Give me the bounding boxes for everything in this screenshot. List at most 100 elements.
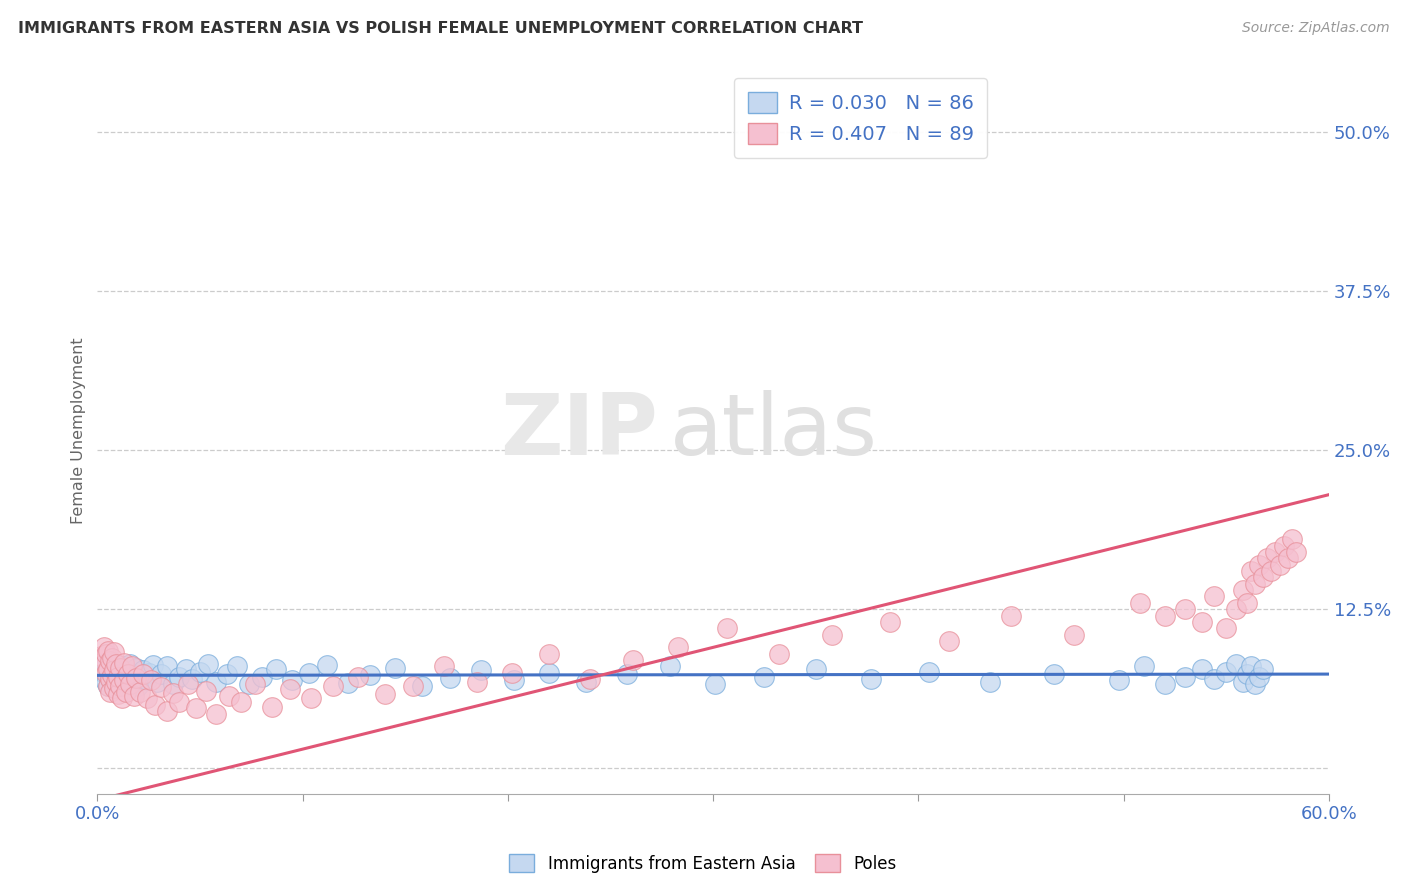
Text: Source: ZipAtlas.com: Source: ZipAtlas.com: [1241, 21, 1389, 36]
Point: [1063, 627, 1085, 641]
Point: [107, 668, 129, 682]
Point: [94, 665, 117, 680]
Point: [104, 657, 127, 671]
Point: [135, 691, 157, 706]
Point: [1240, 659, 1263, 673]
Point: [103, 663, 125, 677]
Point: [616, 667, 638, 681]
Point: [104, 665, 127, 680]
Point: [537, 647, 560, 661]
Point: [103, 680, 125, 694]
Point: [1240, 564, 1263, 578]
Point: [1153, 677, 1175, 691]
Point: [129, 671, 152, 685]
Point: [278, 682, 301, 697]
Point: [1256, 551, 1278, 566]
Point: [176, 677, 198, 691]
Point: [433, 659, 456, 673]
Legend: R = 0.030   N = 86, R = 0.407   N = 89: R = 0.030 N = 86, R = 0.407 N = 89: [734, 78, 987, 158]
Point: [1232, 674, 1254, 689]
Point: [1225, 602, 1247, 616]
Point: [716, 621, 738, 635]
Point: [98, 685, 121, 699]
Point: [131, 663, 153, 677]
Point: [94, 657, 117, 671]
Point: [111, 670, 134, 684]
Point: [658, 659, 681, 673]
Point: [879, 615, 901, 629]
Point: [917, 665, 939, 679]
Point: [107, 670, 129, 684]
Point: [103, 645, 125, 659]
Point: [1133, 659, 1156, 673]
Point: [125, 671, 148, 685]
Point: [184, 701, 207, 715]
Point: [156, 659, 179, 673]
Point: [215, 667, 238, 681]
Point: [860, 672, 883, 686]
Point: [250, 670, 273, 684]
Point: [1251, 570, 1274, 584]
Point: [93, 640, 115, 655]
Point: [103, 659, 125, 673]
Point: [117, 665, 139, 679]
Point: [121, 659, 143, 673]
Point: [501, 665, 523, 680]
Point: [129, 685, 152, 699]
Point: [117, 667, 139, 681]
Point: [359, 668, 381, 682]
Point: [768, 647, 790, 661]
Point: [575, 674, 598, 689]
Point: [579, 672, 602, 686]
Point: [100, 668, 122, 682]
Point: [98, 672, 121, 686]
Point: [1202, 590, 1225, 604]
Point: [537, 665, 560, 680]
Text: atlas: atlas: [669, 390, 877, 473]
Point: [260, 700, 283, 714]
Point: [103, 670, 125, 684]
Point: [218, 689, 240, 703]
Point: [124, 689, 146, 703]
Point: [97, 661, 120, 675]
Point: [1042, 667, 1064, 681]
Point: [336, 676, 359, 690]
Point: [666, 640, 689, 655]
Point: [97, 679, 120, 693]
Point: [115, 667, 138, 681]
Point: [1191, 615, 1213, 629]
Point: [229, 695, 252, 709]
Point: [938, 634, 960, 648]
Point: [1153, 608, 1175, 623]
Point: [821, 627, 844, 641]
Point: [205, 674, 228, 689]
Point: [1232, 583, 1254, 598]
Point: [139, 673, 162, 688]
Point: [108, 661, 131, 675]
Point: [94, 647, 117, 661]
Point: [1215, 621, 1237, 635]
Point: [299, 691, 322, 706]
Point: [470, 663, 492, 677]
Point: [120, 677, 142, 691]
Point: [97, 662, 120, 676]
Point: [1236, 667, 1258, 681]
Point: [121, 676, 143, 690]
Point: [281, 673, 304, 688]
Point: [98, 665, 121, 679]
Point: [197, 657, 219, 671]
Point: [205, 706, 228, 721]
Point: [97, 644, 120, 658]
Point: [174, 662, 197, 676]
Point: [621, 653, 644, 667]
Point: [322, 679, 344, 693]
Point: [115, 685, 138, 699]
Point: [754, 670, 776, 684]
Point: [120, 657, 142, 671]
Point: [131, 667, 153, 681]
Y-axis label: Female Unemployment: Female Unemployment: [72, 338, 86, 524]
Text: IMMIGRANTS FROM EASTERN ASIA VS POLISH FEMALE UNEMPLOYMENT CORRELATION CHART: IMMIGRANTS FROM EASTERN ASIA VS POLISH F…: [18, 21, 863, 37]
Point: [1251, 662, 1274, 676]
Point: [124, 668, 146, 682]
Point: [704, 677, 727, 691]
